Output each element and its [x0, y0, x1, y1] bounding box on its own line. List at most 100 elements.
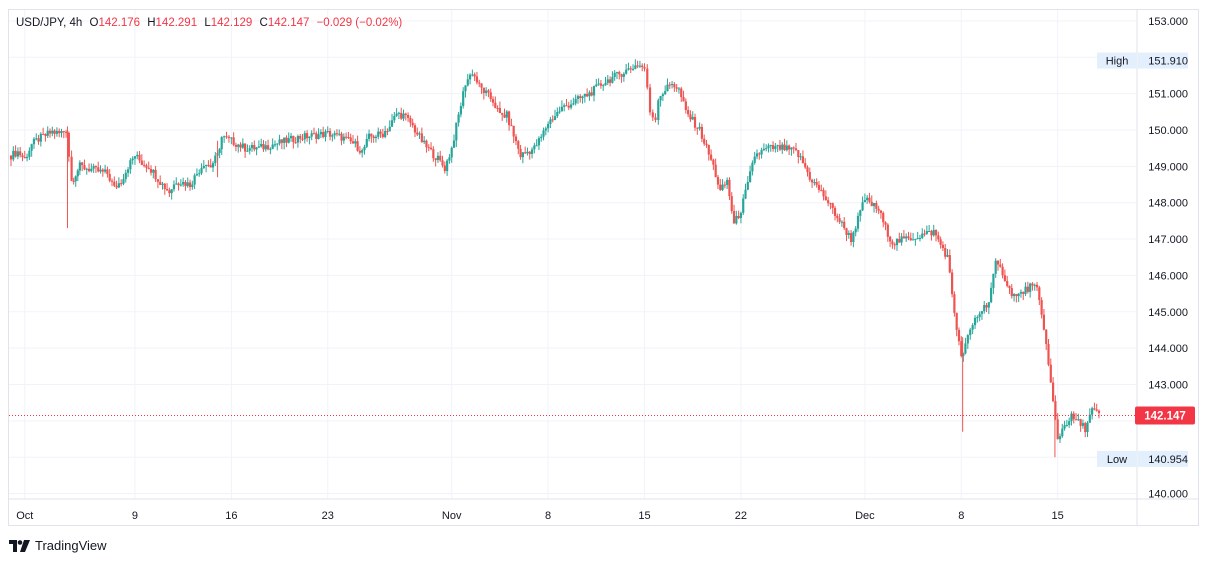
candle	[615, 71, 619, 80]
candle	[749, 165, 752, 183]
candle	[648, 83, 652, 116]
tradingview-logo[interactable]: TradingView	[9, 538, 107, 553]
candle-body	[859, 210, 862, 216]
candle	[168, 187, 171, 198]
candle-body	[646, 68, 649, 88]
candle-body	[847, 233, 850, 235]
candle-body	[257, 146, 260, 148]
candle	[1068, 417, 1071, 428]
candle	[542, 127, 545, 141]
last-price-label: 142.147	[1144, 410, 1186, 422]
candle	[115, 180, 118, 190]
candle-body	[131, 158, 134, 161]
candle	[565, 98, 568, 107]
x-tick-label: Dec	[855, 510, 875, 522]
candle-body	[1088, 414, 1091, 423]
candle-body	[852, 232, 855, 243]
candle-body	[53, 130, 56, 134]
candle-body	[783, 144, 786, 151]
candle	[537, 136, 541, 151]
candle	[971, 323, 974, 335]
candle-body	[602, 85, 605, 87]
candle	[670, 81, 674, 89]
tradingview-logo-text: TradingView	[35, 538, 107, 553]
candle-body	[622, 73, 625, 77]
candle-body	[556, 111, 559, 117]
candle-body	[526, 151, 529, 154]
candle-body	[960, 341, 963, 357]
candle-body	[129, 160, 132, 170]
price-chart[interactable]: 140.000 143.000 144.000 145.000 146.000 147.0…	[9, 10, 1198, 525]
candle	[755, 149, 759, 160]
candle	[622, 72, 625, 82]
candle	[234, 142, 238, 152]
candle-body	[921, 233, 924, 238]
candle	[884, 221, 887, 231]
candle	[836, 213, 839, 223]
candle-body	[99, 169, 102, 172]
candle-body	[739, 212, 743, 219]
candle-body	[719, 184, 722, 190]
candle-body	[425, 140, 428, 148]
candle-body	[159, 181, 162, 185]
candle	[535, 139, 538, 147]
candle-body	[413, 125, 417, 133]
candle	[315, 131, 318, 144]
candle	[312, 127, 316, 135]
candle	[1003, 269, 1006, 282]
candle	[455, 122, 458, 148]
candle	[627, 62, 630, 71]
candle	[182, 177, 185, 187]
candle-body	[861, 202, 864, 211]
candle-body	[156, 179, 160, 182]
candle-body	[122, 179, 125, 184]
candle-body	[227, 136, 231, 138]
candle	[863, 193, 866, 203]
candle	[528, 150, 531, 160]
candle	[322, 126, 325, 139]
candle-body	[287, 138, 290, 143]
candle	[186, 177, 189, 188]
candle-body	[535, 145, 538, 147]
candle	[154, 166, 157, 182]
candle	[843, 217, 846, 231]
candle-body	[1058, 436, 1062, 440]
candle-body	[946, 255, 949, 257]
chart-frame[interactable]: 140.000 143.000 144.000 145.000 146.000 147.0…	[8, 9, 1199, 526]
candle-body	[767, 145, 770, 149]
candle	[886, 223, 889, 242]
candle-body	[475, 76, 479, 83]
candle-body	[12, 150, 15, 160]
candle	[732, 204, 736, 224]
candle-body	[143, 164, 146, 166]
candle-body	[358, 150, 361, 153]
candle-body	[560, 106, 563, 112]
candle-body	[581, 96, 584, 99]
candle	[28, 147, 31, 160]
candle-body	[843, 221, 846, 229]
candle	[457, 111, 460, 127]
candle-body	[356, 141, 359, 151]
y-tick-label: 145.000	[1148, 307, 1188, 319]
candle	[475, 71, 479, 85]
candle	[491, 96, 495, 107]
candle-body	[836, 216, 839, 219]
candle-body	[735, 216, 738, 224]
candle	[682, 90, 685, 102]
candle-body	[916, 238, 919, 240]
candle-body	[659, 96, 662, 101]
candle-body	[879, 210, 883, 213]
candle-body	[755, 153, 759, 157]
candle-body	[81, 162, 84, 166]
candle	[60, 128, 63, 138]
candle	[1017, 293, 1020, 303]
candle	[847, 230, 850, 239]
candle	[992, 273, 995, 295]
candle	[94, 165, 98, 173]
candle	[556, 107, 559, 119]
candle-body	[824, 196, 827, 201]
candle-body	[124, 172, 127, 180]
candle-body	[285, 137, 288, 143]
candle	[152, 168, 155, 179]
candle	[338, 129, 341, 137]
